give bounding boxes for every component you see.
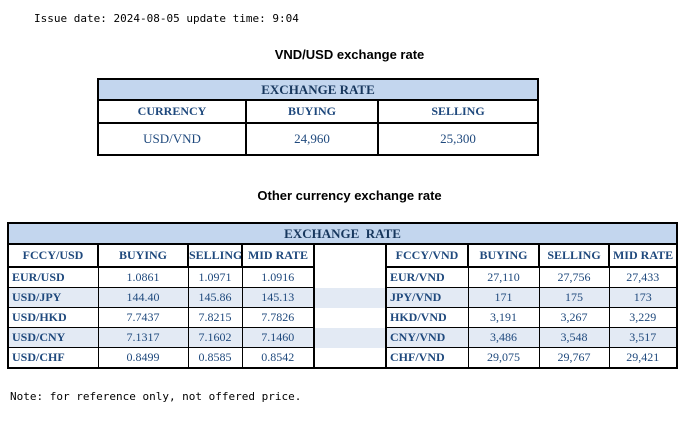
column-header-row: CURRENCY BUYING SELLING bbox=[97, 99, 540, 124]
gap-cell bbox=[313, 287, 387, 308]
usd-vnd-rate-table: EXCHANGE RATE CURRENCY BUYING SELLING US… bbox=[96, 78, 540, 156]
usd-rates-body: USD/VND 24,960 25,300 bbox=[97, 122, 540, 156]
other-currency-rate-table: EXCHANGE RATE FCCY/USD BUYING SELLING MI… bbox=[6, 222, 679, 369]
currency-pair-cell: EUR/VND bbox=[385, 266, 469, 288]
other-rate-row: USD/CHF 0.8499 0.8585 0.8542 CHF/VND 29,075 29… bbox=[7, 347, 678, 369]
buying-rate-cell: 144.40 bbox=[97, 287, 189, 308]
selling-rate-cell: 3,267 bbox=[538, 307, 610, 328]
column-header-midrate-usd: MID RATE bbox=[241, 243, 315, 268]
selling-rate-cell: 3,548 bbox=[538, 327, 610, 348]
selling-rate-cell: 7.8215 bbox=[187, 307, 243, 328]
buying-rate-cell: 0.8499 bbox=[97, 347, 189, 369]
currency-pair-cell: USD/CHF bbox=[7, 347, 99, 369]
usd-rate-row: USD/VND 24,960 25,300 bbox=[97, 122, 540, 156]
table-banner: EXCHANGE RATE bbox=[6, 222, 679, 245]
issue-date-line: Issue date: 2024-08-05 update time: 9:04 bbox=[34, 12, 299, 25]
selling-rate-cell: 145.86 bbox=[187, 287, 243, 308]
mid-rate-cell: 3,517 bbox=[608, 327, 678, 348]
currency-pair-cell: USD/VND bbox=[97, 122, 247, 156]
column-header-fccy-usd: FCCY/USD bbox=[7, 243, 99, 268]
mid-rate-cell: 3,229 bbox=[608, 307, 678, 328]
column-header-buying: BUYING bbox=[245, 99, 379, 124]
buying-rate-cell: 3,191 bbox=[467, 307, 540, 328]
currency-pair-cell: USD/CNY bbox=[7, 327, 99, 348]
column-header-buying-usd: BUYING bbox=[97, 243, 189, 268]
column-header-fccy-vnd: FCCY/VND bbox=[385, 243, 469, 268]
currency-pair-cell: EUR/USD bbox=[7, 266, 99, 288]
column-header-currency: CURRENCY bbox=[97, 99, 247, 124]
selling-rate-cell: 7.1602 bbox=[187, 327, 243, 348]
selling-rate-cell: 0.8585 bbox=[187, 347, 243, 369]
column-header-selling: SELLING bbox=[376, 99, 540, 124]
buying-rate-cell: 24,960 bbox=[245, 122, 379, 156]
mid-rate-cell: 1.0916 bbox=[241, 266, 315, 288]
table-banner: EXCHANGE RATE bbox=[96, 78, 540, 101]
gap-column-header bbox=[313, 244, 387, 267]
currency-pair-cell: USD/HKD bbox=[7, 307, 99, 328]
gap-cell bbox=[313, 327, 387, 348]
banner-row: EXCHANGE RATE bbox=[6, 222, 679, 245]
column-header-selling-usd: SELLING bbox=[187, 243, 243, 268]
currency-pair-cell: CHF/VND bbox=[385, 347, 469, 369]
buying-rate-cell: 7.1317 bbox=[97, 327, 189, 348]
mid-rate-cell: 7.1460 bbox=[241, 327, 315, 348]
selling-rate-cell: 29,767 bbox=[538, 347, 610, 369]
other-rates-body: EUR/USD 1.0861 1.0971 1.0916 EUR/VND 27,110 27… bbox=[7, 266, 678, 369]
other-rate-row: USD/JPY 144.40 145.86 145.13 JPY/VND 171 175 17… bbox=[7, 287, 678, 308]
selling-rate-cell: 27,756 bbox=[538, 266, 610, 288]
other-rate-row: USD/HKD 7.7437 7.8215 7.7826 HKD/VND 3,191 3,2… bbox=[7, 307, 678, 328]
buying-rate-cell: 27,110 bbox=[467, 266, 540, 288]
currency-pair-cell: HKD/VND bbox=[385, 307, 469, 328]
other-rate-row: USD/CNY 7.1317 7.1602 7.1460 CNY/VND 3,486 3,5… bbox=[7, 327, 678, 348]
selling-rate-cell: 1.0971 bbox=[187, 266, 243, 288]
mid-rate-cell: 0.8542 bbox=[241, 347, 315, 369]
usd-table-title: VND/USD exchange rate bbox=[274, 47, 425, 62]
buying-rate-cell: 7.7437 bbox=[97, 307, 189, 328]
currency-pair-cell: CNY/VND bbox=[385, 327, 469, 348]
other-rate-row: EUR/USD 1.0861 1.0971 1.0916 EUR/VND 27,110 27… bbox=[7, 266, 678, 288]
currency-pair-cell: JPY/VND bbox=[385, 287, 469, 308]
mid-rate-cell: 7.7826 bbox=[241, 307, 315, 328]
mid-rate-cell: 173 bbox=[608, 287, 678, 308]
currency-pair-cell: USD/JPY bbox=[7, 287, 99, 308]
column-header-row: FCCY/USD BUYING SELLING MID RATE FCCY/VN… bbox=[7, 243, 679, 268]
mid-rate-cell: 29,421 bbox=[608, 347, 678, 369]
column-header-buying-vnd: BUYING bbox=[467, 243, 540, 268]
column-header-selling-vnd: SELLING bbox=[538, 243, 610, 268]
buying-rate-cell: 3,486 bbox=[467, 327, 540, 348]
buying-rate-cell: 29,075 bbox=[467, 347, 540, 369]
selling-rate-cell: 25,300 bbox=[376, 122, 540, 156]
buying-rate-cell: 171 bbox=[467, 287, 540, 308]
gap-cell bbox=[313, 347, 387, 368]
gap-cell bbox=[313, 307, 387, 328]
other-table-title: Other currency exchange rate bbox=[257, 188, 442, 203]
mid-rate-cell: 145.13 bbox=[241, 287, 315, 308]
banner-row: EXCHANGE RATE bbox=[96, 78, 540, 101]
selling-rate-cell: 175 bbox=[538, 287, 610, 308]
buying-rate-cell: 1.0861 bbox=[97, 266, 189, 288]
column-header-midrate-vnd: MID RATE bbox=[607, 243, 679, 268]
gap-cell bbox=[313, 267, 387, 288]
note-line: Note: for reference only, not offered pr… bbox=[10, 390, 302, 403]
mid-rate-cell: 27,433 bbox=[608, 266, 678, 288]
